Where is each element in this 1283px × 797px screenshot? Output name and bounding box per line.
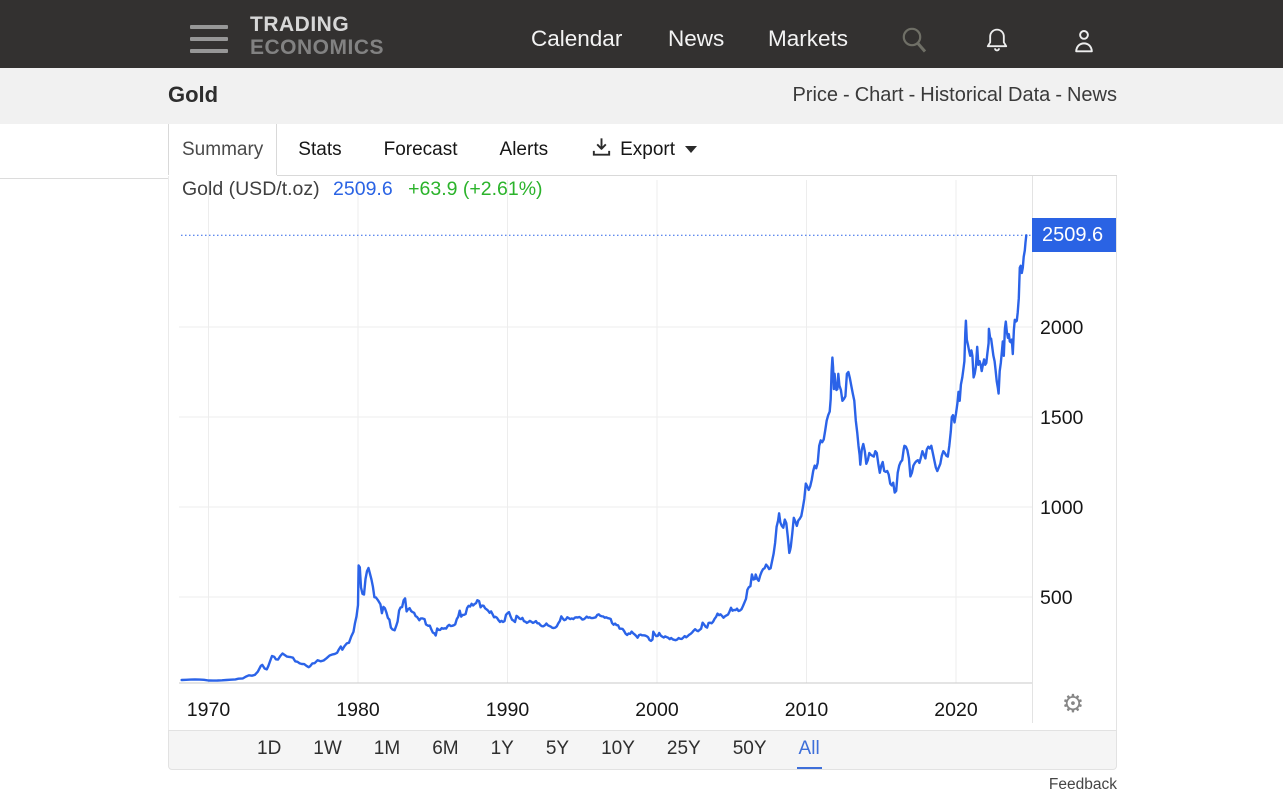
- link-separator: -: [1055, 84, 1062, 106]
- brand-line1: TRADING: [250, 13, 350, 36]
- gear-icon[interactable]: ⚙: [1061, 690, 1085, 718]
- nav-link-calendar[interactable]: Calendar: [531, 26, 623, 51]
- link-separator: -: [908, 84, 916, 106]
- notifications-icon[interactable]: [984, 26, 1010, 61]
- tab-stats[interactable]: Stats: [298, 138, 342, 160]
- tab-alerts[interactable]: Alerts: [499, 138, 549, 160]
- x-tick-label: 1980: [336, 699, 380, 721]
- link-news[interactable]: News: [1066, 84, 1117, 106]
- range-all[interactable]: All: [796, 731, 822, 769]
- export-label: Export: [620, 138, 676, 160]
- export-button[interactable]: Export: [569, 124, 705, 175]
- x-tick-label: 1970: [187, 699, 231, 721]
- menu-icon[interactable]: [190, 25, 228, 55]
- current-price-value: 2509.6: [333, 178, 393, 200]
- brand-line2: ECONOMICS: [250, 36, 385, 59]
- instrument-header: Gold Price - Chart - Historical Data - News: [0, 68, 1283, 124]
- instrument-nav: Price - Chart - Historical Data - News: [792, 84, 1117, 107]
- link-historical-data[interactable]: Historical Data: [920, 84, 1051, 106]
- x-tick-label: 2010: [785, 699, 829, 721]
- range-25y[interactable]: 25Y: [666, 738, 701, 759]
- chevron-down-icon: [685, 146, 698, 153]
- top-navbar: TRADING ECONOMICS Calendar News Markets: [0, 0, 1283, 68]
- brand-logo[interactable]: TRADING ECONOMICS: [250, 14, 384, 58]
- x-tick-label: 1990: [486, 699, 530, 721]
- tab-forecast[interactable]: Forecast: [383, 138, 458, 160]
- y-tick-label: 500: [1040, 587, 1073, 609]
- y-tick-label: 2000: [1040, 317, 1084, 339]
- last-price-badge: 2509.6: [1032, 218, 1116, 253]
- price-change-value: +63.9 (+2.61%): [408, 178, 543, 200]
- range-1w[interactable]: 1W: [313, 738, 342, 759]
- price-series-line: [180, 234, 1028, 682]
- range-1m[interactable]: 1M: [373, 738, 401, 759]
- range-10y[interactable]: 10Y: [601, 738, 635, 759]
- download-icon: [590, 135, 613, 164]
- chart-legend: Gold (USD/t.oz) 2509.6 +63.9 (+2.61%): [182, 178, 543, 201]
- link-chart[interactable]: Chart: [854, 84, 904, 106]
- chart-card: Summary Stats Forecast Alerts Export Gol…: [168, 124, 1117, 770]
- range-6m[interactable]: 6M: [432, 738, 459, 759]
- link-separator: -: [843, 84, 850, 106]
- y-tick-label: 1000: [1040, 497, 1084, 519]
- price-chart: 1970 1980 1990 2000 2010 2020 500 1000 1500 2000: [179, 176, 1084, 723]
- range-5y[interactable]: 5Y: [545, 738, 570, 759]
- feedback-link[interactable]: Feedback: [1048, 776, 1117, 793]
- x-tick-label: 2000: [635, 699, 679, 721]
- link-price[interactable]: Price: [792, 84, 839, 106]
- left-divider-line: [0, 178, 168, 179]
- page-title: Gold: [168, 82, 219, 107]
- nav-link-news[interactable]: News: [668, 26, 725, 51]
- tab-summary[interactable]: Summary: [168, 124, 278, 175]
- series-title: Gold (USD/t.oz): [182, 178, 320, 200]
- tab-bar: Summary Stats Forecast Alerts Export: [168, 124, 1117, 176]
- range-selector: 1D 1W 1M 6M 1Y 5Y 10Y 25Y 50Y All: [168, 730, 1117, 770]
- range-1d[interactable]: 1D: [257, 738, 282, 759]
- range-50y[interactable]: 50Y: [732, 738, 767, 759]
- search-icon[interactable]: [900, 26, 928, 61]
- nav-link-markets[interactable]: Markets: [768, 26, 849, 51]
- x-tick-label: 2020: [934, 699, 978, 721]
- range-1y[interactable]: 1Y: [490, 738, 514, 759]
- chart-area: Gold (USD/t.oz) 2509.6 +63.9 (+2.61%) 19…: [168, 176, 1117, 730]
- account-icon[interactable]: [1071, 26, 1097, 61]
- y-tick-label: 1500: [1040, 407, 1084, 429]
